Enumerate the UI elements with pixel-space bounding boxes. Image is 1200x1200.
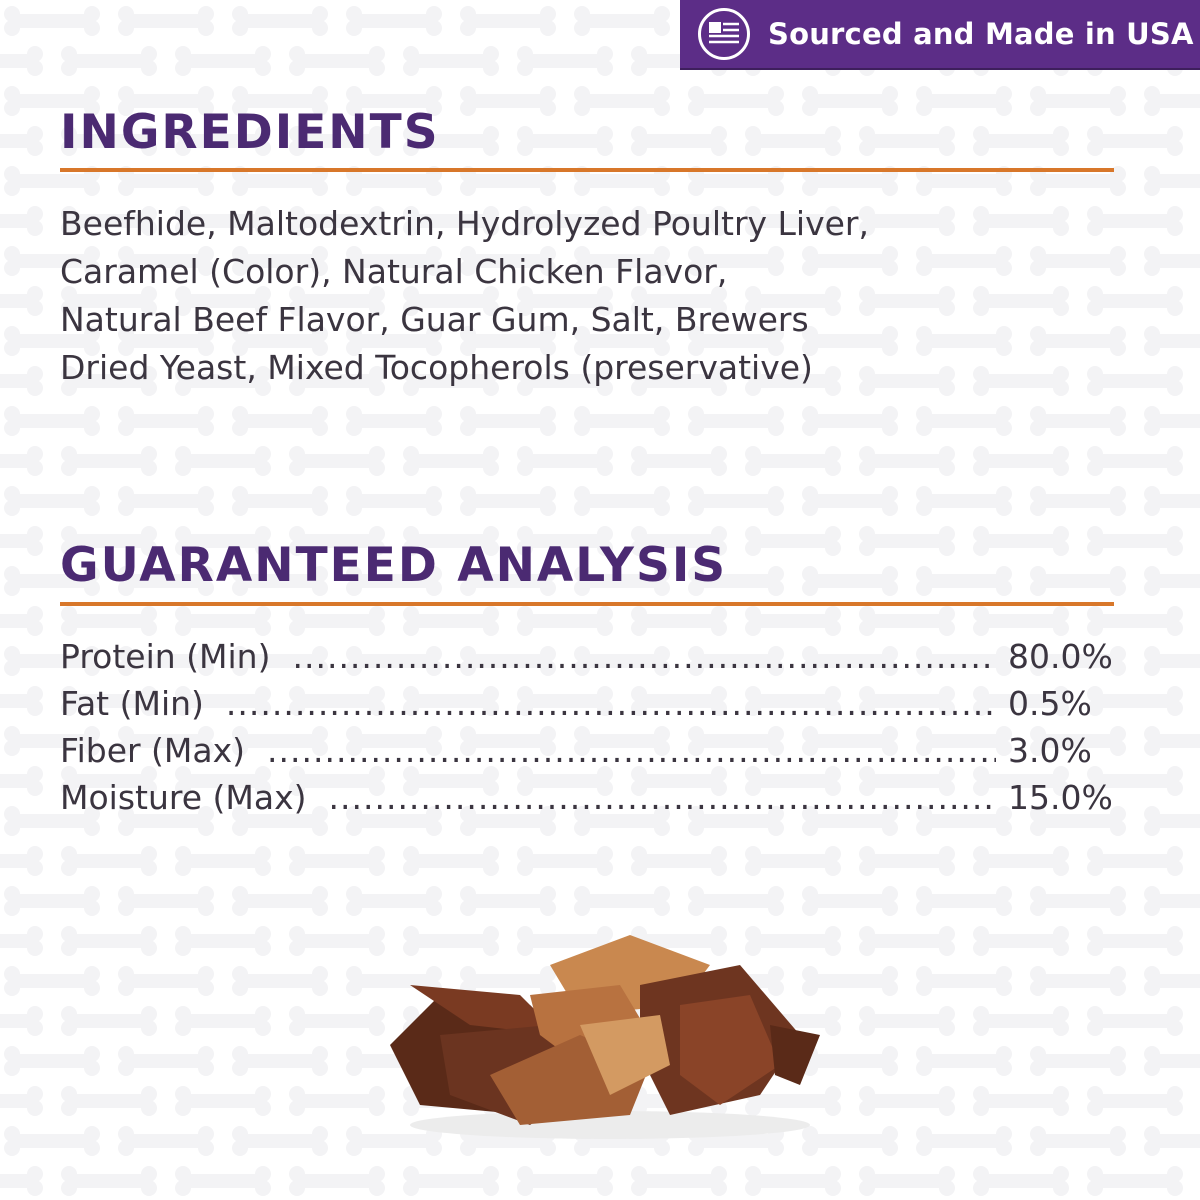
analysis-value: 80.0% bbox=[1008, 637, 1113, 676]
ingredients-line: Natural Beef Flavor, Guar Gum, Salt, Bre… bbox=[60, 300, 809, 339]
analysis-heading: GUARANTEED ANALYSIS bbox=[60, 538, 728, 593]
analysis-row: Moisture (Max) 15.0% bbox=[60, 774, 1118, 821]
ingredients-divider bbox=[60, 168, 1114, 172]
analysis-value: 0.5% bbox=[1008, 684, 1092, 723]
analysis-label: Fat (Min) bbox=[60, 684, 204, 723]
analysis-value: 3.0% bbox=[1008, 731, 1092, 770]
usa-flag-icon bbox=[698, 8, 750, 60]
ingredients-line: Beefhide, Maltodextrin, Hydrolyzed Poult… bbox=[60, 204, 869, 243]
dot-leader bbox=[226, 680, 996, 727]
ingredients-list: Beefhide, Maltodextrin, Hydrolyzed Poult… bbox=[60, 200, 869, 392]
dot-leader bbox=[267, 727, 996, 774]
analysis-row: Fiber (Max) 3.0% bbox=[60, 727, 1118, 774]
banner-text: Sourced and Made in USA bbox=[768, 17, 1194, 51]
analysis-value: 15.0% bbox=[1008, 778, 1113, 817]
beefhide-chips-image bbox=[390, 935, 820, 1139]
analysis-row: Protein (Min) 80.0% bbox=[60, 633, 1118, 680]
analysis-divider bbox=[60, 602, 1114, 606]
analysis-label: Moisture (Max) bbox=[60, 778, 307, 817]
ingredients-heading: INGREDIENTS bbox=[60, 105, 440, 160]
dot-leader bbox=[292, 633, 996, 680]
analysis-row: Fat (Min) 0.5% bbox=[60, 680, 1118, 727]
dot-leader bbox=[329, 774, 997, 821]
ingredients-line: Dried Yeast, Mixed Tocopherols (preserva… bbox=[60, 348, 813, 387]
ingredients-line: Caramel (Color), Natural Chicken Flavor, bbox=[60, 252, 728, 291]
made-in-usa-banner: Sourced and Made in USA bbox=[680, 0, 1200, 70]
analysis-label: Fiber (Max) bbox=[60, 731, 246, 770]
analysis-label: Protein (Min) bbox=[60, 637, 271, 676]
analysis-table: Protein (Min) 80.0% Fat (Min) 0.5% Fiber (… bbox=[60, 633, 1118, 821]
